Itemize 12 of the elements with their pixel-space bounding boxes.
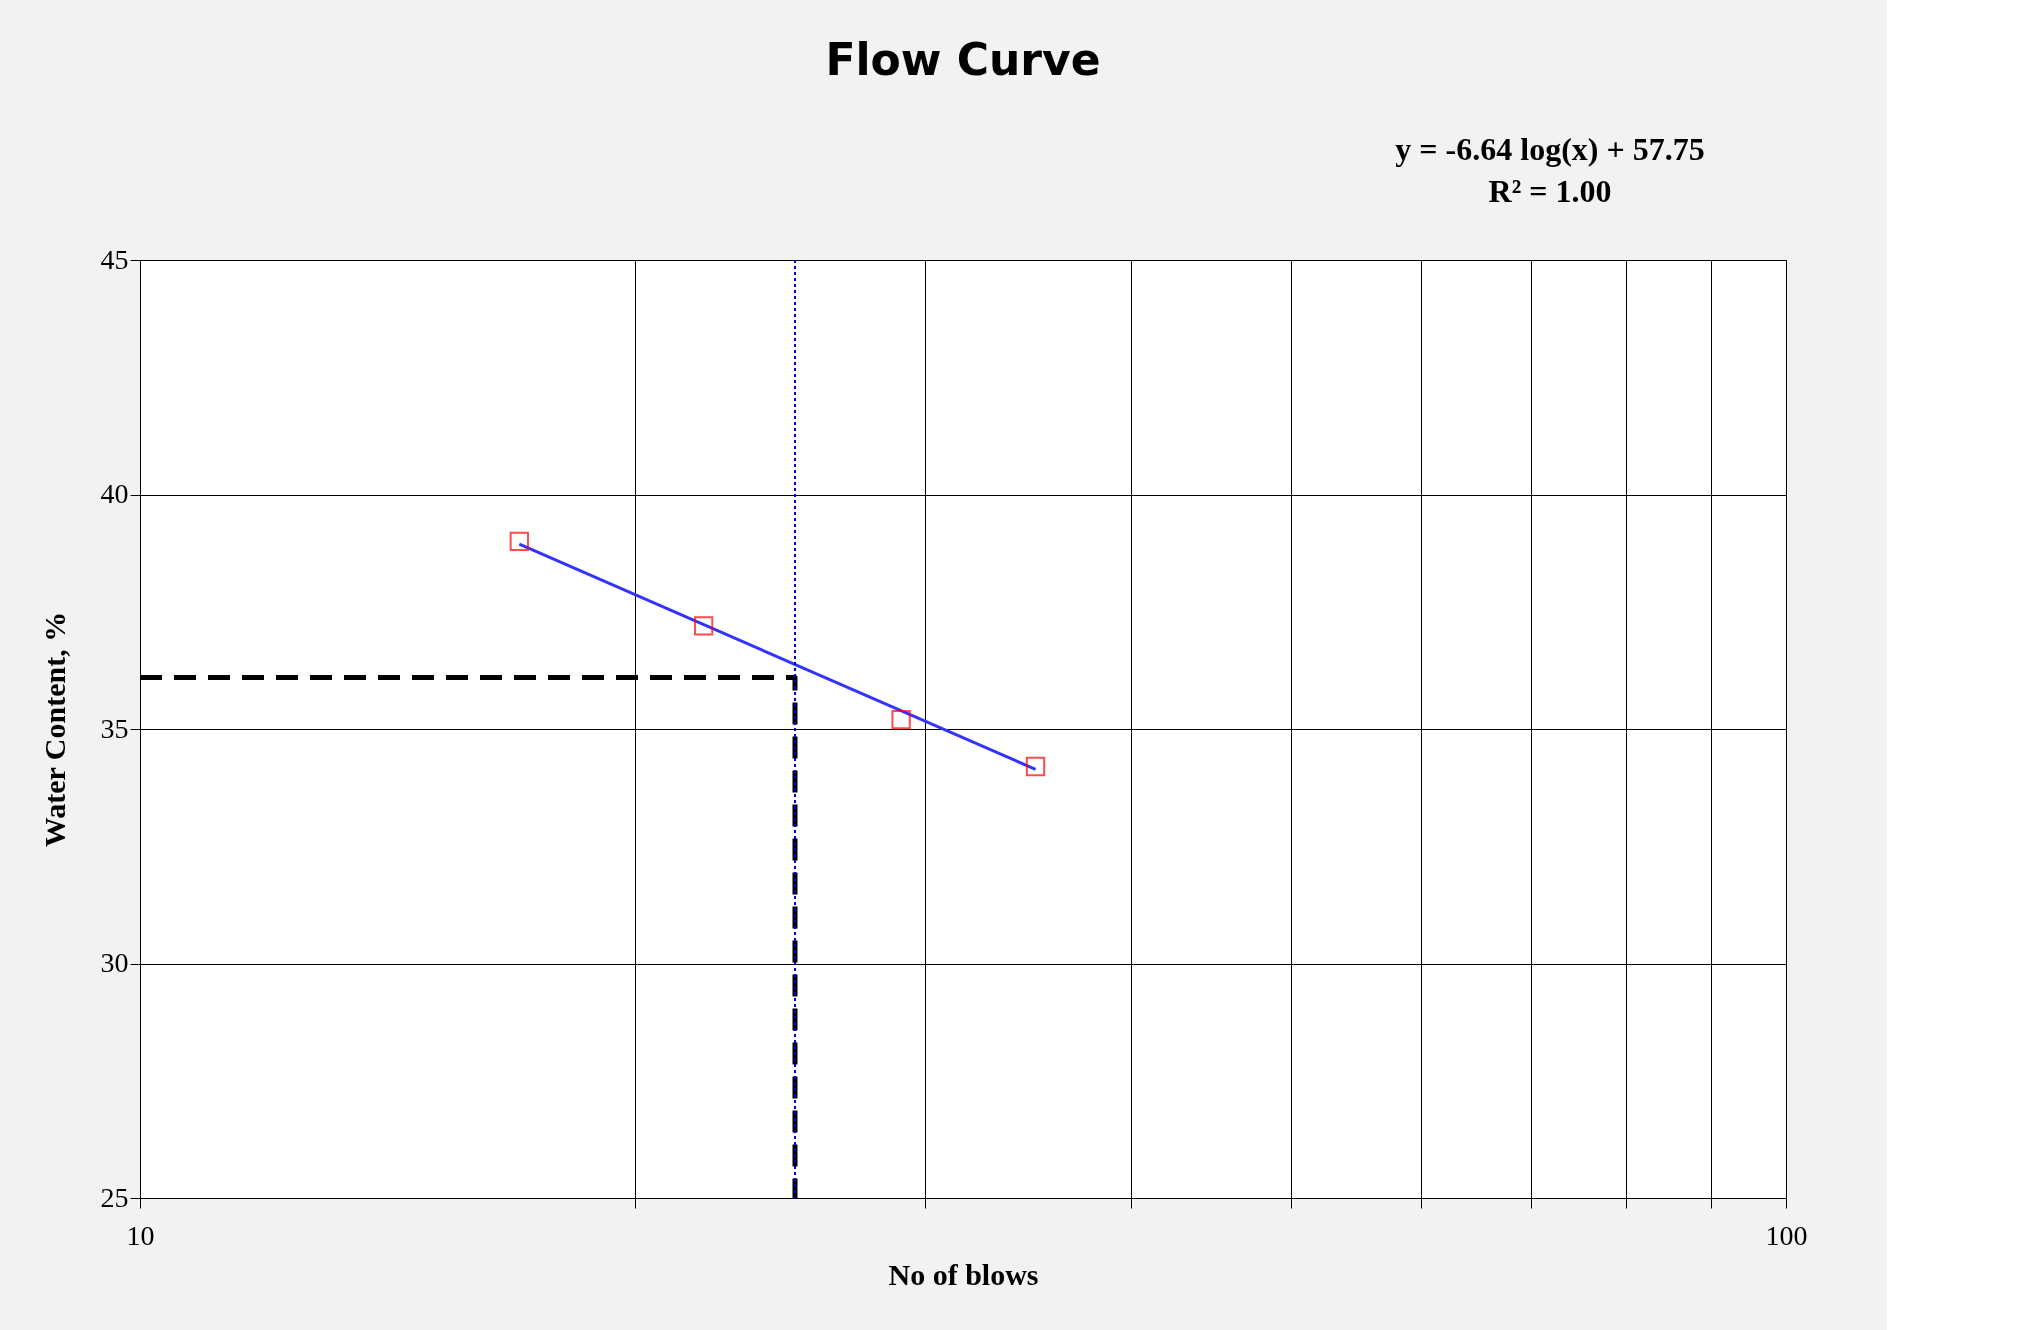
y-axis-title: Water Content, % (37, 611, 71, 848)
y-tick-label: 45 (100, 243, 129, 275)
y-tick-label: 40 (100, 478, 129, 509)
x-axis-title: No of blows (888, 1257, 1039, 1291)
text: y = -6.64 log(x) + 57.75 (1395, 131, 1705, 167)
x-tick-label: 100 (1765, 1219, 1808, 1251)
y-tick-label: 35 (100, 712, 129, 744)
chart-title: Flow Curve (825, 34, 1101, 85)
y-tick-label: 30 (100, 947, 129, 978)
text: R² = 1.00 (1488, 173, 1612, 209)
x-tick-label: 10 (126, 1219, 155, 1251)
y-tick-label: 25 (100, 1181, 129, 1213)
